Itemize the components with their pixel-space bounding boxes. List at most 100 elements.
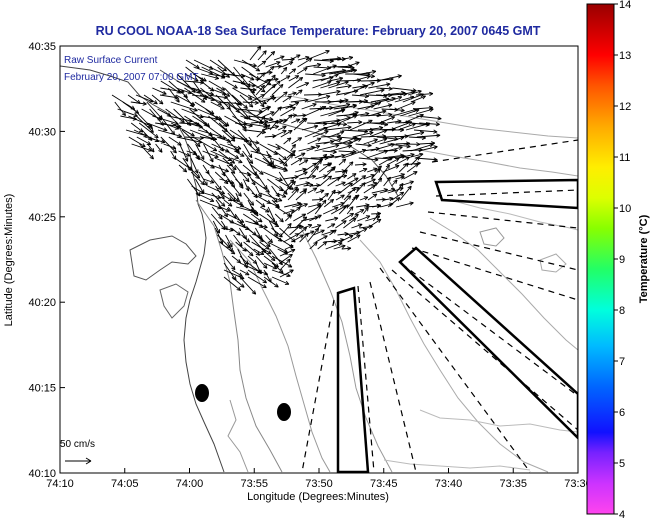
current-vector bbox=[279, 253, 293, 264]
current-vector bbox=[272, 130, 287, 138]
inlet-outline bbox=[129, 235, 197, 281]
current-vector bbox=[273, 64, 282, 69]
current-vector bbox=[274, 91, 288, 103]
current-vector bbox=[292, 202, 303, 208]
current-vector bbox=[328, 130, 345, 138]
colorbar-tick-label: 5 bbox=[619, 458, 625, 470]
current-vector bbox=[293, 117, 308, 131]
current-vector bbox=[314, 153, 328, 166]
current-vector bbox=[339, 234, 354, 243]
current-vector bbox=[375, 177, 383, 187]
current-vector bbox=[299, 174, 316, 180]
current-vector bbox=[130, 101, 147, 106]
current-vector bbox=[271, 199, 280, 209]
station-markers bbox=[195, 384, 291, 421]
current-vector bbox=[386, 145, 403, 152]
current-vector bbox=[406, 152, 424, 159]
current-vector bbox=[211, 206, 223, 220]
depth-contour-4 bbox=[359, 239, 549, 473]
current-vector bbox=[274, 164, 288, 171]
inlet-outline-2 bbox=[159, 283, 189, 319]
current-vector bbox=[263, 83, 277, 96]
current-vector bbox=[277, 125, 287, 131]
current-vector bbox=[325, 242, 343, 250]
current-vector bbox=[338, 204, 349, 215]
x-axis: 74:10 74:05 74:00 73:55 73:50 73:45 73:40 73:35… bbox=[46, 468, 592, 490]
current-vector bbox=[287, 91, 297, 96]
current-vector bbox=[323, 206, 339, 215]
current-vector bbox=[152, 115, 179, 125]
current-vector bbox=[355, 182, 366, 194]
depth-contour-11 bbox=[383, 459, 531, 471]
current-vector bbox=[343, 177, 359, 187]
current-vector bbox=[257, 234, 271, 248]
x-tick-label: 74:00 bbox=[176, 478, 204, 490]
current-vector bbox=[416, 115, 442, 121]
current-vector bbox=[254, 171, 268, 190]
current-vector bbox=[151, 94, 164, 105]
current-vector bbox=[323, 122, 348, 127]
current-vector bbox=[288, 75, 300, 82]
dashed-radial bbox=[427, 211, 578, 229]
current-vector bbox=[354, 209, 365, 215]
current-vector bbox=[317, 241, 328, 250]
colorbar-tick-label: 4 bbox=[619, 509, 625, 519]
current-vector bbox=[267, 192, 278, 203]
current-vector bbox=[220, 206, 231, 212]
current-vector bbox=[383, 164, 400, 173]
current-vector bbox=[371, 168, 381, 180]
current-vector bbox=[376, 86, 393, 91]
current-vector bbox=[315, 189, 325, 194]
current-vector bbox=[407, 89, 422, 96]
current-vector bbox=[328, 76, 344, 82]
depth-contour-9 bbox=[227, 399, 249, 473]
current-vector bbox=[323, 137, 343, 145]
current-vector bbox=[413, 129, 438, 134]
current-vector bbox=[398, 162, 409, 173]
current-vector bbox=[395, 182, 404, 194]
current-vector bbox=[295, 89, 303, 96]
current-vector bbox=[240, 87, 257, 92]
current-vector bbox=[195, 143, 205, 160]
current-vector bbox=[250, 164, 264, 175]
plot-area bbox=[60, 46, 578, 473]
current-vector bbox=[403, 171, 418, 180]
current-vector bbox=[283, 209, 295, 215]
current-vector bbox=[418, 145, 438, 152]
current-vector bbox=[223, 199, 233, 207]
current-vector bbox=[195, 192, 215, 202]
current-vector bbox=[311, 183, 321, 188]
beam-outline-southeast bbox=[398, 246, 578, 440]
current-vector bbox=[363, 173, 375, 180]
current-vector bbox=[250, 94, 265, 103]
current-vector bbox=[227, 143, 242, 150]
current-vector bbox=[328, 108, 346, 117]
current-vector bbox=[347, 187, 360, 194]
x-tick-label: 74:10 bbox=[46, 478, 74, 490]
current-vector bbox=[250, 213, 263, 223]
current-vector bbox=[367, 193, 378, 201]
current-vector bbox=[241, 234, 251, 243]
current-vector bbox=[147, 143, 155, 153]
current-vector bbox=[291, 234, 304, 243]
current-vector bbox=[243, 241, 261, 256]
current-vector bbox=[263, 276, 279, 288]
current-vector bbox=[223, 276, 241, 291]
current-vector bbox=[372, 212, 381, 222]
current-vector bbox=[251, 241, 272, 255]
current-vector bbox=[303, 183, 314, 188]
current-vector bbox=[347, 120, 363, 125]
current-vector bbox=[231, 94, 248, 109]
current-vector bbox=[258, 213, 280, 228]
current-vector bbox=[163, 122, 180, 130]
current-vector bbox=[264, 74, 276, 89]
current-vector bbox=[253, 220, 264, 229]
depth-contour-8 bbox=[449, 199, 578, 231]
current-vector bbox=[271, 276, 290, 285]
current-vector bbox=[219, 241, 236, 255]
current-vector bbox=[283, 233, 300, 243]
legend-title: Raw Surface Current bbox=[64, 55, 158, 66]
current-vector bbox=[341, 103, 357, 110]
current-vector bbox=[273, 55, 285, 61]
current-vector bbox=[351, 223, 363, 229]
